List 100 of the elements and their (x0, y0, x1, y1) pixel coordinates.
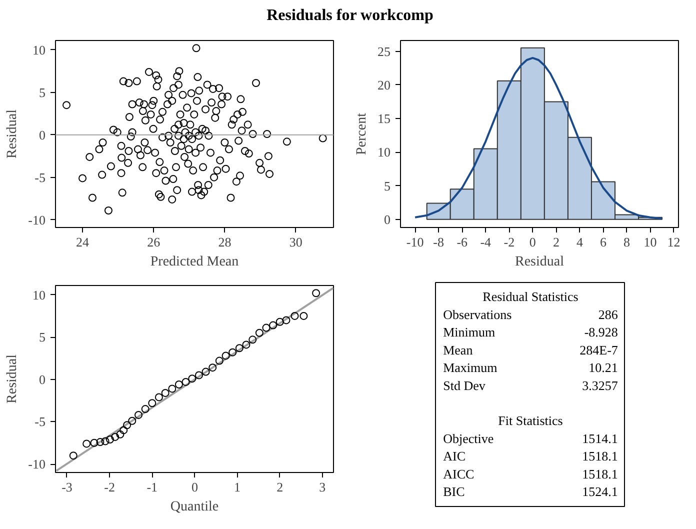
point (202, 368, 210, 376)
x-tick-label: -1 (146, 480, 158, 494)
category-label: BIC (443, 484, 465, 500)
point (215, 356, 224, 365)
text: 1514.1 (582, 430, 618, 446)
point (161, 388, 170, 397)
x-axis-title: Quantile (170, 500, 219, 514)
point (106, 436, 114, 444)
category-label: Observations (443, 306, 512, 322)
x-tick-label: 26 (147, 234, 161, 250)
point (300, 312, 308, 320)
category-label: Objective (443, 430, 494, 446)
y-tick-label: 10 (32, 287, 46, 302)
y-axis-title: Residual (5, 109, 20, 158)
y-tick-label: 10 (378, 144, 390, 160)
point (188, 374, 196, 383)
text: Fit Statistics (498, 413, 563, 428)
point (134, 410, 143, 419)
y-tick-label: -10 (28, 456, 46, 472)
point (228, 348, 237, 356)
x-tick-label: -10 (406, 234, 424, 250)
x-tick-label: 12 (667, 234, 680, 250)
point (111, 432, 120, 441)
category-label: Maximum (443, 360, 498, 376)
point (148, 399, 156, 408)
x-tick-label: 4 (576, 234, 584, 250)
x-tick-label: 0 (191, 480, 198, 494)
x-tick-label: 1 (234, 480, 241, 494)
point (248, 336, 257, 344)
point (123, 421, 132, 430)
y-axis-title: Residual (5, 354, 20, 404)
point (96, 438, 104, 446)
point (290, 312, 299, 320)
point (141, 405, 150, 414)
text: 3.3257 (582, 378, 618, 393)
point (69, 452, 78, 460)
point (168, 384, 176, 393)
y-axis-title: Percent (354, 112, 370, 155)
point (255, 328, 264, 337)
y-tick-label: 0 (384, 212, 390, 227)
point (235, 344, 244, 352)
text: 10.21 (588, 360, 618, 376)
point (242, 340, 250, 349)
x-tick-label: -3 (62, 480, 72, 494)
category-label: Mean (443, 342, 474, 358)
point (116, 430, 124, 438)
y-tick-label: -5 (34, 170, 46, 185)
point (208, 364, 217, 372)
text: 284E-7 (580, 342, 618, 358)
y-tick-label: 5 (39, 330, 46, 345)
x-tick-label: 2 (276, 480, 284, 494)
text: 1524.1 (582, 484, 618, 500)
x-tick-label: -6 (456, 234, 468, 250)
y-tick-label: 0 (39, 372, 46, 387)
x-tick-label: 6 (600, 234, 607, 250)
y-tick-label: 20 (378, 77, 390, 92)
x-tick-label: 10 (644, 234, 657, 250)
x-tick-label: 2 (552, 234, 560, 250)
point (154, 393, 163, 402)
y-tick-label: -10 (28, 212, 46, 228)
line-series (414, 56, 664, 220)
point (194, 371, 203, 380)
point (82, 440, 91, 448)
category-label: AIC (443, 448, 466, 464)
text: 1518.1 (582, 448, 618, 464)
x-tick-label: -2 (504, 234, 515, 250)
x-tick-label: 0 (529, 234, 536, 250)
chart-title: Residuals for workcomp (266, 6, 434, 26)
text: 286 (598, 306, 618, 322)
point (269, 321, 278, 330)
x-axis-title: Residual (515, 254, 564, 270)
text: -8.928 (584, 324, 618, 340)
x-tick-label: 3 (319, 480, 326, 494)
y-tick-label: 15 (378, 111, 390, 126)
point (222, 352, 230, 360)
point (174, 380, 183, 388)
x-tick-label: 24 (76, 234, 90, 250)
x-tick-label: 28 (218, 234, 232, 250)
category-label: Minimum (443, 324, 496, 340)
text: 1518.1 (582, 466, 618, 482)
x-tick-label: -4 (480, 234, 492, 250)
point (312, 289, 320, 298)
point (182, 378, 190, 386)
y-tick-label: 5 (384, 178, 390, 194)
point (101, 437, 110, 446)
y-tick-label: 25 (378, 44, 390, 59)
point (276, 318, 284, 326)
text: Residual Statistics (482, 289, 578, 304)
point (90, 438, 98, 447)
y-tick-label: 0 (39, 127, 46, 142)
y-tick-label: 5 (39, 84, 46, 100)
x-tick-label: 30 (289, 234, 302, 250)
x-tick-label: -8 (433, 234, 444, 250)
category-label: Std Dev (443, 378, 486, 393)
point (128, 416, 136, 425)
category-label: AICC (443, 466, 474, 482)
point (120, 426, 128, 434)
x-tick-label: 8 (624, 234, 630, 250)
point (282, 316, 290, 324)
y-tick-label: 10 (32, 42, 46, 58)
